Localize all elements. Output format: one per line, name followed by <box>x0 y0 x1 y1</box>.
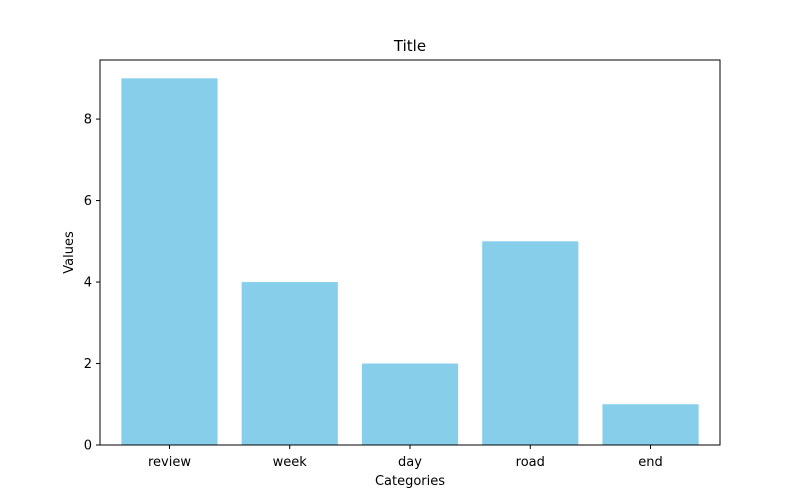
y-axis-label: Values <box>62 231 77 274</box>
bar-week <box>241 282 338 445</box>
x-tick-label-day: day <box>398 455 422 470</box>
chart-title: Title <box>393 37 426 55</box>
bar-road <box>482 241 579 445</box>
x-tick-label-road: road <box>516 455 545 470</box>
bars-layer <box>121 78 699 445</box>
bar-end <box>602 404 699 445</box>
y-tick-label-2: 2 <box>84 357 92 372</box>
bar-review <box>121 78 218 445</box>
x-axis: review week day road end <box>148 445 663 470</box>
y-tick-label-0: 0 <box>84 439 92 454</box>
x-tick-label-review: review <box>148 455 191 470</box>
y-axis: 0 2 4 6 8 <box>84 113 100 454</box>
y-tick-label-6: 6 <box>84 194 92 209</box>
bar-day <box>361 363 459 445</box>
x-tick-label-end: end <box>638 455 663 470</box>
x-tick-label-week: week <box>273 455 308 470</box>
x-axis-label: Categories <box>375 474 445 489</box>
y-tick-label-4: 4 <box>84 276 92 291</box>
y-tick-label-8: 8 <box>84 113 92 128</box>
